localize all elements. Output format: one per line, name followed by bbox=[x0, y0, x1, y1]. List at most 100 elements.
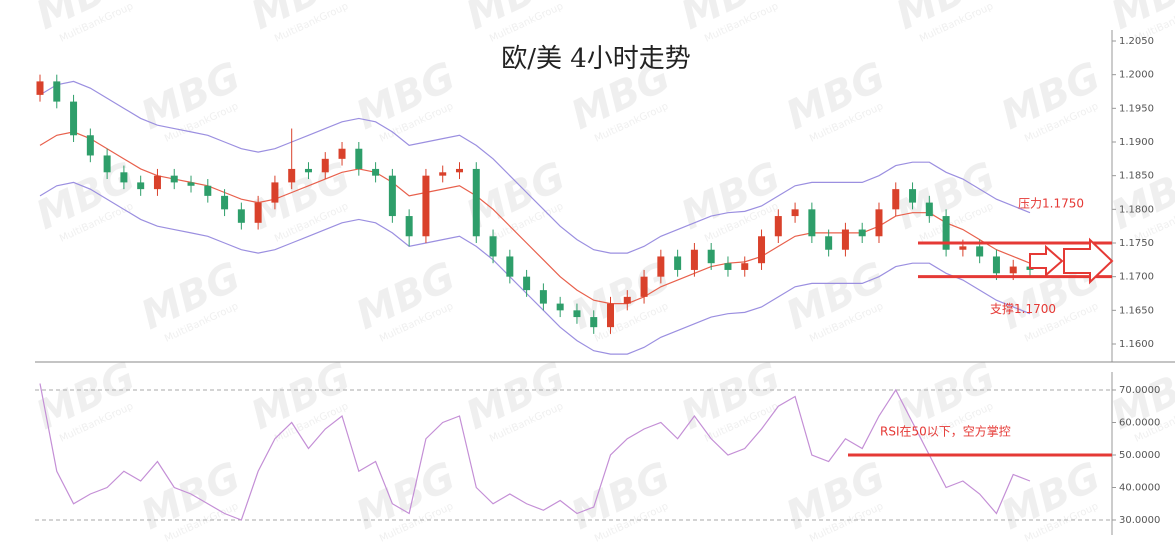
candle-body bbox=[254, 202, 262, 223]
y-tick-label: 50.0000 bbox=[1119, 450, 1160, 461]
candle-body bbox=[992, 256, 1000, 274]
level-label: 支撑1.1700 bbox=[990, 301, 1056, 316]
candle-body bbox=[237, 209, 245, 223]
rsi-line bbox=[39, 383, 1031, 521]
candle-body bbox=[70, 101, 78, 136]
candle-body bbox=[204, 185, 212, 196]
candle-body bbox=[690, 249, 698, 270]
band-line bbox=[39, 181, 1031, 355]
band-line bbox=[39, 80, 1031, 254]
arrows bbox=[1029, 237, 1114, 285]
candle-body bbox=[187, 182, 195, 186]
candle-body bbox=[573, 310, 581, 318]
candle-body bbox=[875, 209, 883, 237]
candle-body bbox=[170, 175, 178, 183]
candle-body bbox=[1009, 266, 1017, 274]
candle-body bbox=[221, 195, 229, 210]
y-tick-label: 1.1750 bbox=[1119, 238, 1154, 249]
candle-body bbox=[674, 256, 682, 270]
candle-body bbox=[976, 246, 984, 257]
level-label: 压力1.1750 bbox=[1018, 197, 1084, 211]
y-tick-label: 1.1850 bbox=[1119, 171, 1154, 182]
candle-body bbox=[724, 263, 732, 270]
y-tick-label: 1.1600 bbox=[1119, 339, 1154, 350]
candle-body bbox=[338, 148, 346, 159]
arrow bbox=[1063, 237, 1114, 285]
candle-body bbox=[288, 168, 296, 183]
candle-body bbox=[925, 202, 933, 217]
candle-body bbox=[472, 168, 480, 237]
candle-body bbox=[455, 168, 463, 173]
candle-body bbox=[758, 236, 766, 264]
candle-body bbox=[86, 135, 94, 156]
y-tick-label: 1.1650 bbox=[1119, 305, 1154, 316]
y-tick-label: 40.0000 bbox=[1119, 483, 1160, 494]
candle-body bbox=[942, 216, 950, 250]
y-tick-label: 1.1800 bbox=[1119, 204, 1154, 215]
candle-body bbox=[640, 276, 648, 297]
candle-body bbox=[489, 236, 497, 257]
y-tick-label: 30.0000 bbox=[1119, 515, 1160, 526]
candle-body bbox=[439, 172, 447, 176]
candle-body bbox=[372, 168, 380, 176]
candle-body bbox=[321, 158, 329, 173]
candle-body bbox=[153, 175, 161, 190]
candle-body bbox=[556, 303, 564, 311]
candle-body bbox=[103, 155, 111, 173]
chart-title: 欧/美 4小时走势 bbox=[501, 44, 691, 74]
candle-body bbox=[422, 175, 430, 237]
candle-body bbox=[607, 303, 615, 328]
plot: 1.1600 1.1650 1.1700 1.1750 1.1800 1.1850 1.19… bbox=[35, 36, 1160, 526]
candle-body bbox=[137, 182, 145, 190]
candle-body bbox=[707, 249, 715, 264]
candle-body bbox=[590, 317, 598, 328]
watermarks: MBGMultiBankGroupMBGMultiBankGroupMBGMul… bbox=[29, 0, 1175, 543]
y-tick-label: 1.1900 bbox=[1119, 137, 1154, 148]
y-tick-label: 1.2000 bbox=[1119, 70, 1154, 81]
candle-body bbox=[741, 263, 749, 270]
candle-body bbox=[36, 81, 44, 95]
candle-body bbox=[791, 209, 799, 217]
candle-body bbox=[53, 81, 61, 102]
arrow bbox=[1029, 244, 1064, 278]
candle-body bbox=[355, 148, 363, 169]
candle-body bbox=[774, 216, 782, 237]
level-label: RSI在50以下，空方掌控 bbox=[880, 424, 1011, 439]
candle-body bbox=[304, 168, 312, 173]
candle-body bbox=[405, 216, 413, 237]
y-tick-label: 1.1950 bbox=[1119, 103, 1154, 114]
candle-body bbox=[120, 172, 128, 183]
candle-body bbox=[808, 209, 816, 237]
candle-body bbox=[657, 256, 665, 277]
candle-body bbox=[523, 276, 531, 291]
candle-body bbox=[388, 175, 396, 217]
candle-body bbox=[539, 290, 547, 304]
candle-body bbox=[892, 189, 900, 210]
y-tick-label: 60.0000 bbox=[1119, 418, 1160, 429]
candle-body bbox=[271, 182, 279, 203]
